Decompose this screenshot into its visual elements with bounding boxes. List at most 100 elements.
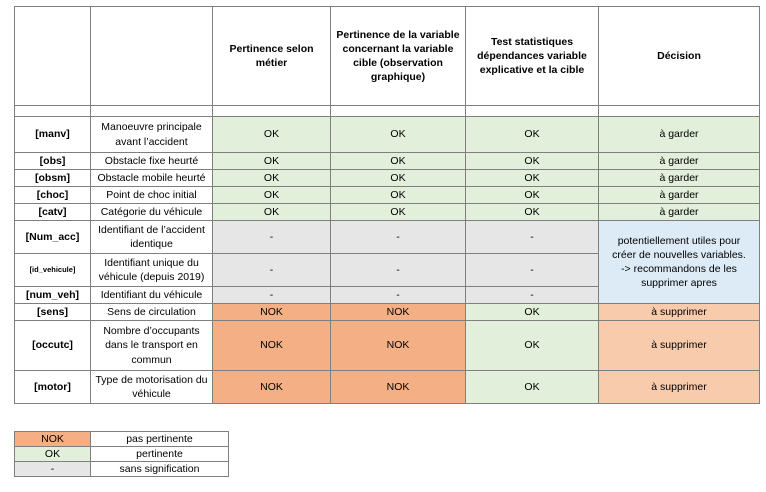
metier-cell[interactable]: NOK bbox=[212, 303, 331, 321]
var-code[interactable]: [manv] bbox=[14, 116, 91, 153]
graph-cell[interactable]: OK bbox=[330, 203, 466, 221]
var-code[interactable]: [obsm] bbox=[14, 169, 91, 187]
var-code[interactable]: [id_vehicule] bbox=[14, 253, 91, 287]
metier-cell[interactable]: - bbox=[212, 286, 331, 304]
legend-row: OK pertinente bbox=[14, 446, 229, 462]
spacer-cell[interactable] bbox=[465, 105, 599, 117]
var-code[interactable]: [occutc] bbox=[14, 320, 91, 371]
header-graph[interactable]: Pertinence de la variable concernant la … bbox=[330, 6, 466, 106]
decision-cell[interactable]: à garder bbox=[598, 186, 760, 204]
legend-key[interactable]: OK bbox=[14, 446, 91, 462]
graph-cell[interactable]: NOK bbox=[330, 303, 466, 321]
var-code[interactable]: [Num_acc] bbox=[14, 220, 91, 254]
graph-cell[interactable]: OK bbox=[330, 152, 466, 170]
graph-cell[interactable]: - bbox=[330, 286, 466, 304]
spacer-cell[interactable] bbox=[14, 105, 91, 117]
header-empty-desc[interactable] bbox=[90, 6, 213, 106]
table-row: [catv] Catégorie du véhicule OK OK OK à … bbox=[14, 203, 760, 221]
table-row: [Num_acc] Identifiant de l’accident iden… bbox=[14, 220, 760, 304]
var-code[interactable]: [motor] bbox=[14, 370, 91, 404]
test-cell[interactable]: OK bbox=[465, 320, 599, 371]
decision-cell[interactable]: à garder bbox=[598, 169, 760, 187]
graph-cell[interactable]: OK bbox=[330, 186, 466, 204]
spacer-cell[interactable] bbox=[90, 105, 213, 117]
metier-cell[interactable]: NOK bbox=[212, 370, 331, 404]
header-row: Pertinence selon métier Pertinence de la… bbox=[14, 6, 760, 106]
spacer-row bbox=[14, 105, 760, 117]
decision-cell[interactable]: à supprimer bbox=[598, 320, 760, 371]
merged-line-1: potentiellement utiles pour bbox=[617, 234, 741, 247]
metier-cell[interactable]: - bbox=[212, 253, 331, 287]
metier-cell[interactable]: OK bbox=[212, 152, 331, 170]
test-cell[interactable]: OK bbox=[465, 203, 599, 221]
legend-row: NOK pas pertinente bbox=[14, 431, 229, 447]
test-cell[interactable]: - bbox=[465, 220, 599, 254]
merged-line-4: supprimer apres bbox=[641, 277, 717, 290]
var-code[interactable]: [obs] bbox=[14, 152, 91, 170]
table-row: [manv] Manoeuvre principale avant l’acci… bbox=[14, 116, 760, 153]
var-description[interactable]: Obstacle fixe heurté bbox=[90, 152, 213, 170]
test-cell[interactable]: OK bbox=[465, 370, 599, 404]
header-test[interactable]: Test statistiques dépendances variable e… bbox=[465, 6, 599, 106]
decision-cell[interactable]: à garder bbox=[598, 116, 760, 153]
table-row: [obsm] Obstacle mobile heurté OK OK OK à… bbox=[14, 169, 760, 187]
spacer-cell[interactable] bbox=[330, 105, 466, 117]
test-cell[interactable]: - bbox=[465, 253, 599, 287]
metier-cell[interactable]: OK bbox=[212, 203, 331, 221]
merged-decision-cell[interactable]: potentiellement utiles pour créer de nou… bbox=[598, 220, 760, 304]
var-description[interactable]: Sens de circulation bbox=[90, 303, 213, 321]
decision-cell[interactable]: à supprimer bbox=[598, 370, 760, 404]
var-code[interactable]: [sens] bbox=[14, 303, 91, 321]
decision-cell[interactable]: à supprimer bbox=[598, 303, 760, 321]
legend-label[interactable]: pas pertinente bbox=[90, 431, 229, 447]
var-code[interactable]: [num_veh] bbox=[14, 286, 91, 304]
graph-cell[interactable]: - bbox=[330, 253, 466, 287]
spacer-cell[interactable] bbox=[598, 105, 760, 117]
var-code[interactable]: [catv] bbox=[14, 203, 91, 221]
variable-decision-table: Pertinence selon métier Pertinence de la… bbox=[14, 6, 760, 404]
header-empty-code[interactable] bbox=[14, 6, 91, 106]
legend-key[interactable]: - bbox=[14, 461, 91, 477]
var-description[interactable]: Identifiant du véhicule bbox=[90, 286, 213, 304]
test-cell[interactable]: OK bbox=[465, 169, 599, 187]
graph-cell[interactable]: OK bbox=[330, 169, 466, 187]
graph-cell[interactable]: - bbox=[330, 220, 466, 254]
var-description[interactable]: Point de choc initial bbox=[90, 186, 213, 204]
test-cell[interactable]: OK bbox=[465, 186, 599, 204]
var-description[interactable]: Nombre d’occupants dans le transport en … bbox=[90, 320, 213, 371]
metier-cell[interactable]: OK bbox=[212, 186, 331, 204]
table-row: [occutc] Nombre d’occupants dans le tran… bbox=[14, 320, 760, 371]
var-description[interactable]: Obstacle mobile heurté bbox=[90, 169, 213, 187]
test-cell[interactable]: OK bbox=[465, 116, 599, 153]
header-metier[interactable]: Pertinence selon métier bbox=[212, 6, 331, 106]
var-description[interactable]: Type de motorisation du véhicule bbox=[90, 370, 213, 404]
test-cell[interactable]: - bbox=[465, 286, 599, 304]
legend-label[interactable]: pertinente bbox=[90, 446, 229, 462]
merged-line-3: -> recommandons de les bbox=[621, 263, 737, 275]
merged-line-2: créer de nouvelles variables. bbox=[612, 248, 746, 261]
header-decision[interactable]: Décision bbox=[598, 6, 760, 106]
var-description[interactable]: Catégorie du véhicule bbox=[90, 203, 213, 221]
var-code[interactable]: [choc] bbox=[14, 186, 91, 204]
legend-key[interactable]: NOK bbox=[14, 431, 91, 447]
spacer-cell[interactable] bbox=[212, 105, 331, 117]
var-description[interactable]: Identifiant unique du véhicule (depuis 2… bbox=[90, 253, 213, 287]
metier-cell[interactable]: OK bbox=[212, 116, 331, 153]
table-row: [sens] Sens de circulation NOK NOK OK à … bbox=[14, 303, 760, 321]
graph-cell[interactable]: OK bbox=[330, 116, 466, 153]
var-description[interactable]: Identifiant de l’accident identique bbox=[90, 220, 213, 254]
metier-cell[interactable]: - bbox=[212, 220, 331, 254]
metier-cell[interactable]: OK bbox=[212, 169, 331, 187]
graph-cell[interactable]: NOK bbox=[330, 370, 466, 404]
decision-cell[interactable]: à garder bbox=[598, 203, 760, 221]
legend-label[interactable]: sans signification bbox=[90, 461, 229, 477]
spreadsheet-area: Pertinence selon métier Pertinence de la… bbox=[14, 6, 760, 404]
graph-cell[interactable]: NOK bbox=[330, 320, 466, 371]
table-row: [id_vehicule] Identifiant unique du véhi… bbox=[14, 253, 760, 287]
legend-row: - sans signification bbox=[14, 461, 229, 477]
decision-cell[interactable]: à garder bbox=[598, 152, 760, 170]
var-description[interactable]: Manoeuvre principale avant l’accident bbox=[90, 116, 213, 153]
test-cell[interactable]: OK bbox=[465, 303, 599, 321]
test-cell[interactable]: OK bbox=[465, 152, 599, 170]
metier-cell[interactable]: NOK bbox=[212, 320, 331, 371]
